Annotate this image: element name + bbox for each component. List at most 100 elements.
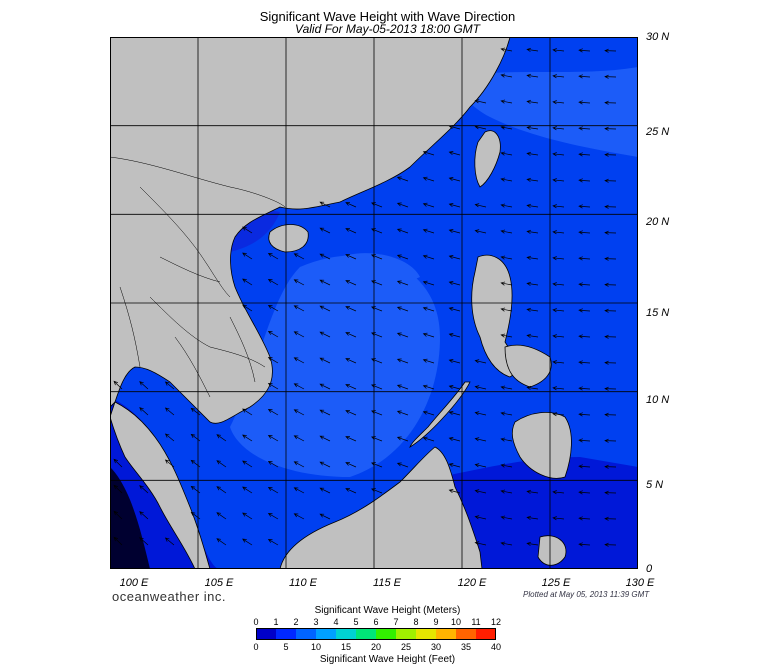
land-taiwan (474, 130, 501, 188)
wave-arrow (422, 254, 435, 260)
wave-arrow (139, 537, 149, 546)
wave-arrow (552, 308, 565, 313)
wave-arrow (267, 304, 279, 312)
wave-arrow (552, 334, 565, 339)
wave-arrow (422, 228, 435, 234)
wave-arrow (500, 515, 513, 520)
colorbar-meters-tick: 12 (490, 617, 501, 627)
wave-arrow (526, 99, 539, 104)
wave-arrow (604, 282, 617, 287)
wave-arrow (371, 254, 383, 260)
lon-label-115e: 115 E (373, 577, 401, 589)
wave-arrow (552, 490, 565, 495)
wave-arrow (216, 538, 227, 546)
wave-arrow (319, 409, 331, 416)
wave-arrow (526, 203, 539, 208)
land-hainan (268, 224, 309, 253)
wave-arrow (474, 385, 487, 390)
wave-arrow (139, 381, 149, 390)
wave-arrow (604, 74, 617, 79)
wave-arrow (578, 490, 591, 495)
colorbar-segment (476, 628, 496, 640)
wave-arrow (242, 226, 253, 234)
wave-arrow (164, 537, 175, 546)
lon-label-105e: 105 E (204, 577, 234, 589)
map-subtitle: Valid For May-05-2013 18:00 GMT (295, 22, 480, 36)
wave-arrow (448, 463, 461, 468)
plotted-timestamp: Plotted at May 05, 2013 11:39 GMT (523, 590, 650, 599)
colorbar-segment (356, 628, 377, 640)
wave-arrow (422, 280, 435, 286)
wave-arrow (396, 176, 409, 182)
wave-arrow (448, 203, 461, 208)
colorbar-segment (336, 628, 357, 640)
colorbar-meters-tick: 4 (333, 617, 339, 627)
wave-arrow (448, 177, 461, 182)
wave-arrow (396, 228, 409, 234)
wave-arrow (396, 410, 409, 416)
country-borders (110, 156, 286, 398)
lat-label-10n: 10 N (646, 394, 670, 406)
wave-arrow (371, 228, 383, 234)
wave-arrow (371, 332, 383, 338)
wave-arrow (500, 281, 513, 286)
wave-arrow (500, 385, 513, 390)
map-frame (110, 37, 638, 569)
colorbar-segment (416, 628, 437, 640)
colorbar-meters-tick: 0 (253, 617, 259, 627)
wave-arrow (500, 151, 513, 156)
wave-arrow (552, 100, 565, 105)
wave-arrow (604, 438, 617, 443)
wave-arrow (139, 407, 149, 416)
wave-arrow (319, 227, 331, 234)
wave-arrow (113, 458, 123, 468)
wave-arrow (319, 357, 331, 364)
wave-arrow (113, 536, 123, 546)
colorbar-title-feet: Significant Wave Height (Feet) (319, 654, 456, 665)
map-title: Significant Wave Height with Wave Direct… (259, 9, 516, 24)
wave-arrow (396, 280, 409, 286)
wave-arrow (422, 358, 435, 364)
wave-arrow (267, 252, 279, 260)
colorbar-feet-tick: 15 (340, 642, 351, 652)
colorbar-feet-tick: 35 (460, 642, 471, 652)
wave-arrow (474, 515, 487, 520)
colorbar-segment (276, 628, 297, 640)
colorbar-meters-tick: 6 (373, 617, 379, 627)
wave-arrow (422, 410, 435, 416)
wave-arrow (500, 463, 513, 468)
wave-arrow (319, 305, 331, 312)
wave-arrow (293, 357, 305, 364)
colorbar-segment (456, 628, 477, 640)
lat-label-5n: 5 N (646, 479, 664, 491)
wave-arrow (448, 255, 461, 260)
wave-arrow (319, 383, 331, 390)
wave-arrow (345, 384, 357, 390)
wave-arrow (216, 460, 227, 468)
wave-arrow (604, 334, 617, 339)
wave-arrow (267, 434, 279, 442)
wave-arrow (578, 256, 591, 261)
wave-arrow (293, 487, 305, 494)
wave-arrow (242, 278, 253, 286)
wave-arrow (422, 176, 435, 182)
wave-arrow (422, 306, 435, 312)
wave-arrow (578, 334, 591, 339)
wave-arrow (474, 541, 487, 546)
wave-arrow (216, 434, 227, 442)
wave-arrow (578, 516, 591, 521)
wave-arrow (578, 230, 591, 235)
wave-arrow (526, 47, 539, 52)
wave-arrow (113, 510, 123, 520)
wave-arrow (526, 307, 539, 312)
wave-arrow (371, 488, 383, 494)
wave-arrow (190, 459, 201, 468)
wave-arrow (526, 73, 539, 78)
wave-arrow (267, 460, 279, 468)
wave-arrow (448, 281, 461, 286)
wave-arrow (500, 541, 513, 546)
brand-logo-text: oceanweather inc. (112, 589, 227, 604)
wave-arrow (345, 488, 357, 494)
wave-arrow (604, 152, 617, 157)
lon-label-100e: 100 E (119, 577, 149, 589)
